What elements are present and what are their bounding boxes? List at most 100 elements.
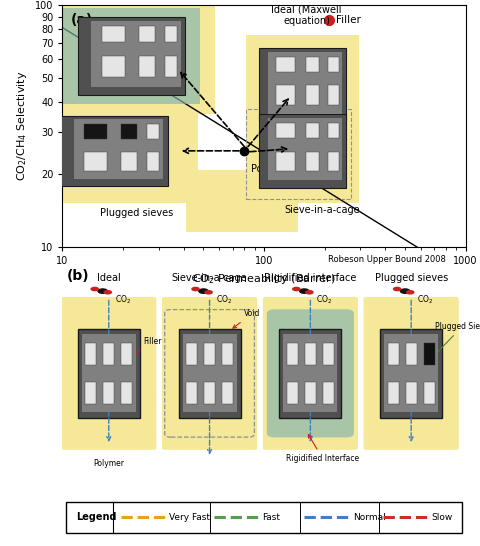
Bar — [165, 56, 177, 77]
Bar — [276, 152, 295, 171]
Bar — [406, 343, 417, 365]
Bar — [179, 329, 240, 418]
Bar — [78, 329, 140, 418]
Text: Filler: Filler — [336, 15, 361, 25]
Text: CO$_2$: CO$_2$ — [316, 293, 333, 306]
Bar — [121, 152, 137, 170]
Text: CO$_2$: CO$_2$ — [417, 293, 433, 306]
Circle shape — [305, 290, 314, 295]
Bar — [287, 343, 298, 365]
Text: Robeson Upper Bound 2008: Robeson Upper Bound 2008 — [328, 255, 446, 264]
Text: (b): (b) — [66, 269, 89, 283]
Y-axis label: CO$_2$/CH$_4$ Selectivity: CO$_2$/CH$_4$ Selectivity — [15, 71, 29, 181]
Bar — [328, 152, 339, 171]
Bar — [103, 382, 114, 403]
Bar — [222, 382, 233, 403]
Bar — [328, 57, 339, 72]
Bar — [175, 321, 244, 426]
Text: Polymer: Polymer — [93, 459, 124, 468]
Circle shape — [97, 288, 108, 294]
Bar — [121, 124, 137, 139]
Bar — [74, 119, 163, 179]
Text: Plugged sieves: Plugged sieves — [374, 273, 448, 283]
Bar — [121, 382, 132, 403]
Bar — [222, 343, 233, 365]
Bar — [186, 343, 197, 365]
Bar — [78, 16, 185, 94]
Bar — [84, 152, 108, 170]
Bar — [82, 334, 136, 412]
Bar — [323, 343, 334, 365]
Text: Legend: Legend — [76, 512, 117, 522]
Bar — [388, 343, 398, 365]
Bar — [268, 118, 342, 180]
Bar — [323, 382, 334, 403]
Bar — [165, 26, 177, 41]
Circle shape — [90, 287, 99, 292]
Text: Rigidified Interface: Rigidified Interface — [286, 435, 360, 464]
Text: Void: Void — [233, 309, 260, 328]
Text: Normal: Normal — [353, 513, 385, 522]
Text: Rigidified interface: Rigidified interface — [264, 273, 357, 283]
Bar — [259, 48, 346, 121]
Bar — [48, 0, 215, 114]
Bar — [384, 334, 438, 412]
Bar — [62, 8, 201, 104]
Bar — [306, 85, 319, 105]
Circle shape — [104, 290, 112, 295]
Circle shape — [393, 287, 401, 292]
Circle shape — [299, 288, 310, 294]
Circle shape — [198, 288, 209, 294]
Bar — [328, 123, 339, 138]
Bar — [103, 343, 114, 365]
Bar — [246, 35, 359, 134]
Bar — [147, 152, 159, 170]
Bar — [85, 343, 96, 365]
Text: (a): (a) — [71, 13, 93, 27]
Bar — [305, 382, 316, 403]
FancyBboxPatch shape — [267, 309, 354, 437]
Bar — [85, 382, 96, 403]
Text: Plugged sieves: Plugged sieves — [100, 207, 173, 218]
Bar — [406, 382, 417, 403]
Bar — [276, 57, 295, 72]
Text: Plugged Sieve: Plugged Sieve — [434, 322, 480, 355]
Text: Slow: Slow — [432, 513, 453, 522]
Text: Ideal: Ideal — [97, 273, 120, 283]
Bar — [102, 26, 125, 41]
Bar — [305, 343, 316, 365]
Text: CO$_2$: CO$_2$ — [115, 293, 131, 306]
Bar — [287, 382, 298, 403]
Bar — [147, 124, 159, 139]
Circle shape — [400, 288, 410, 294]
Bar — [182, 334, 237, 412]
Circle shape — [191, 287, 200, 292]
Bar — [204, 343, 215, 365]
Bar — [388, 382, 398, 403]
FancyBboxPatch shape — [61, 297, 156, 450]
Bar — [204, 382, 215, 403]
Bar — [30, 98, 198, 203]
Text: Sieve-in-a-cage: Sieve-in-a-cage — [284, 205, 360, 215]
Text: CO$_2$: CO$_2$ — [216, 293, 232, 306]
Bar — [66, 502, 462, 533]
Bar — [276, 123, 295, 138]
Bar — [121, 343, 132, 365]
Text: Fast: Fast — [262, 513, 280, 522]
Circle shape — [292, 287, 300, 292]
Bar — [306, 57, 319, 72]
Circle shape — [204, 290, 213, 295]
Bar — [60, 116, 168, 186]
FancyBboxPatch shape — [263, 297, 358, 450]
Text: Polymer: Polymer — [251, 164, 290, 174]
Text: Sieve-in-a-cage: Sieve-in-a-cage — [172, 273, 247, 283]
Text: Ideal (Maxwell
equation): Ideal (Maxwell equation) — [271, 4, 342, 26]
Bar — [276, 85, 295, 105]
Bar — [424, 382, 434, 403]
Bar — [268, 52, 342, 114]
Bar — [259, 114, 346, 188]
Bar — [186, 382, 197, 403]
Bar — [91, 21, 181, 87]
Bar — [328, 85, 339, 105]
Bar — [139, 26, 155, 41]
